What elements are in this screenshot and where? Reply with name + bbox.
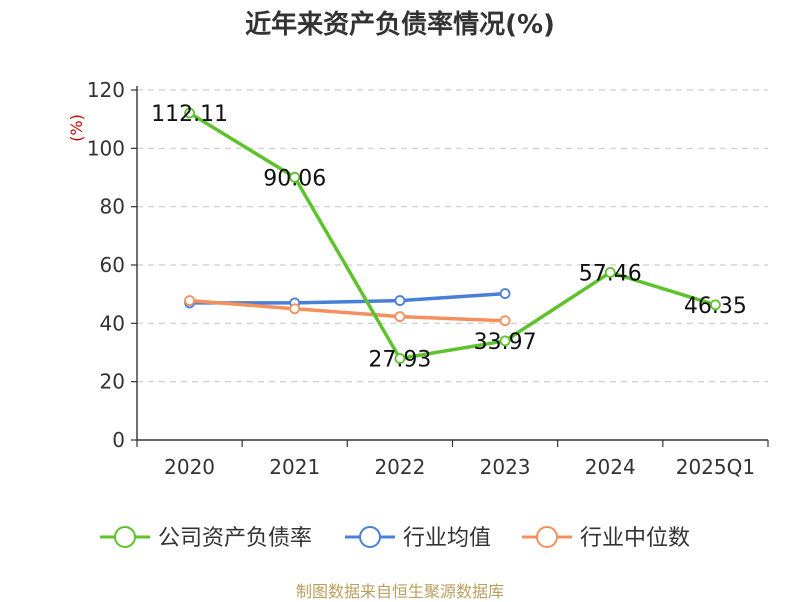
- data-point-s1-2: [394, 295, 406, 306]
- data-label-2: 27.93: [368, 348, 431, 373]
- y-tick-label-40: 40: [100, 311, 125, 335]
- legend-swatch-marker: [114, 526, 136, 548]
- x-tick-label-2024: 2024: [585, 455, 636, 479]
- y-tick-label-80: 80: [100, 195, 125, 219]
- data-label-5: 46.35: [684, 294, 747, 319]
- data-label-3: 33.97: [474, 330, 537, 355]
- legend-swatch-marker: [536, 526, 558, 548]
- data-point-s0-5: [710, 299, 721, 311]
- data-point-s2-3: [499, 315, 511, 327]
- data-point-s2-2: [394, 311, 406, 323]
- x-tick-label-2022: 2022: [374, 455, 425, 479]
- y-axis-unit-label: (%): [67, 114, 86, 142]
- data-point-s0-1: [289, 171, 301, 183]
- data-source-note: 制图数据来自恒生聚源数据库: [295, 582, 504, 601]
- data-point-s0-4: [604, 267, 616, 278]
- y-tick-label-60: 60: [100, 253, 125, 277]
- y-tick-label-120: 120: [87, 78, 125, 102]
- series-line-2: [189, 298, 506, 323]
- data-point-s2-0: [184, 295, 195, 306]
- legend-label: 行业中位数: [580, 526, 690, 551]
- data-point-s1-3: [499, 288, 511, 299]
- data-point-s0-2: [394, 353, 406, 364]
- legend-label: 公司资产负债率: [158, 526, 312, 551]
- x-tick-label-2023: 2023: [480, 455, 531, 479]
- legend-label: 行业均值: [403, 526, 491, 551]
- x-tick-label-2025Q1: 2025Q1: [676, 455, 755, 479]
- data-label-0: 112.11: [151, 102, 228, 127]
- grid-lines: [137, 89, 768, 383]
- y-tick-label-0: 0: [112, 428, 125, 452]
- data-labels: 112.11 90.06 27.93 33.97 57.46 46.35: [151, 102, 747, 373]
- x-tick-label-2021: 2021: [269, 455, 320, 479]
- data-point-s2-1: [289, 303, 301, 315]
- legend-item-2: 行业中位数: [522, 526, 690, 551]
- axes: 0 20 40 60 80 100 120 2020 2021 2022 2023 2024 2025Q…: [67, 78, 769, 479]
- series-lines: [184, 107, 721, 364]
- y-tick-label-20: 20: [100, 370, 125, 394]
- data-label-1: 90.06: [263, 166, 326, 191]
- legend-item-1: 行业均值: [345, 526, 491, 551]
- legend-item-0: 公司资产负债率: [100, 526, 312, 551]
- data-point-s0-3: [499, 335, 511, 347]
- x-tick-label-2020: 2020: [164, 455, 215, 479]
- series-line-1: [189, 291, 506, 305]
- legend: 公司资产负债率 行业均值 行业中位数: [100, 526, 690, 551]
- y-tick-label-100: 100: [87, 136, 125, 160]
- chart-title: 近年来资产负债率情况(%): [245, 10, 555, 40]
- data-point-s0-0: [184, 107, 195, 119]
- series-line-0: [188, 111, 716, 361]
- legend-swatch-marker: [359, 526, 381, 548]
- data-label-4: 57.46: [579, 261, 642, 286]
